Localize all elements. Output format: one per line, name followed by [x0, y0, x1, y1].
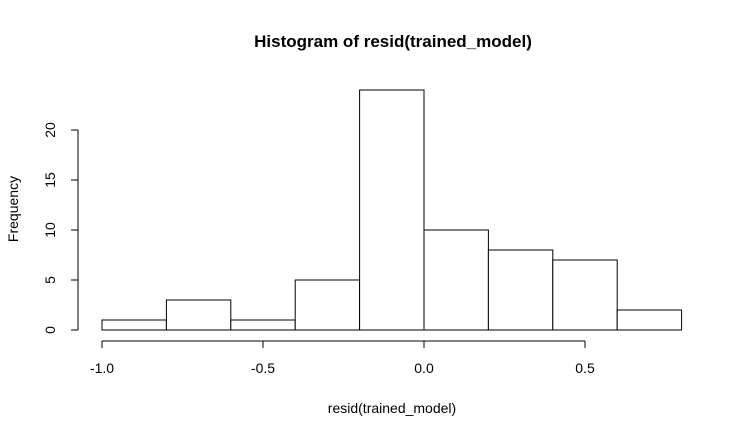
y-axis: 0 5 10 15 20 [42, 122, 79, 334]
histogram-bar-4 [294, 279, 361, 331]
y-tick-label: 20 [42, 122, 58, 138]
histogram-bar-9 [616, 309, 683, 331]
bars-group [101, 89, 683, 331]
histogram-bar-6 [423, 229, 489, 331]
x-tick-label: -1.0 [90, 360, 114, 376]
histogram-bar-8 [552, 259, 618, 331]
x-tick-label: 0.5 [575, 360, 595, 376]
y-axis-label: Frequency [5, 176, 21, 242]
y-tick-label: 15 [42, 172, 58, 188]
y-tick-label: 10 [42, 222, 58, 238]
histogram-bar-3 [230, 319, 296, 331]
histogram-bar-7 [487, 249, 554, 331]
histogram-bar-1 [101, 319, 167, 331]
histogram-bar-2 [165, 299, 232, 331]
y-tick-label: 5 [42, 276, 58, 284]
x-tick-label: -0.5 [251, 360, 275, 376]
y-tick-label: 0 [42, 326, 58, 334]
chart-title: Histogram of resid(trained_model) [254, 32, 532, 51]
histogram-bar-5 [359, 89, 425, 331]
x-tick-label: 0.0 [414, 360, 434, 376]
x-axis: -1.0 -0.5 0.0 0.5 [90, 340, 595, 376]
x-axis-label: resid(trained_model) [328, 400, 456, 416]
